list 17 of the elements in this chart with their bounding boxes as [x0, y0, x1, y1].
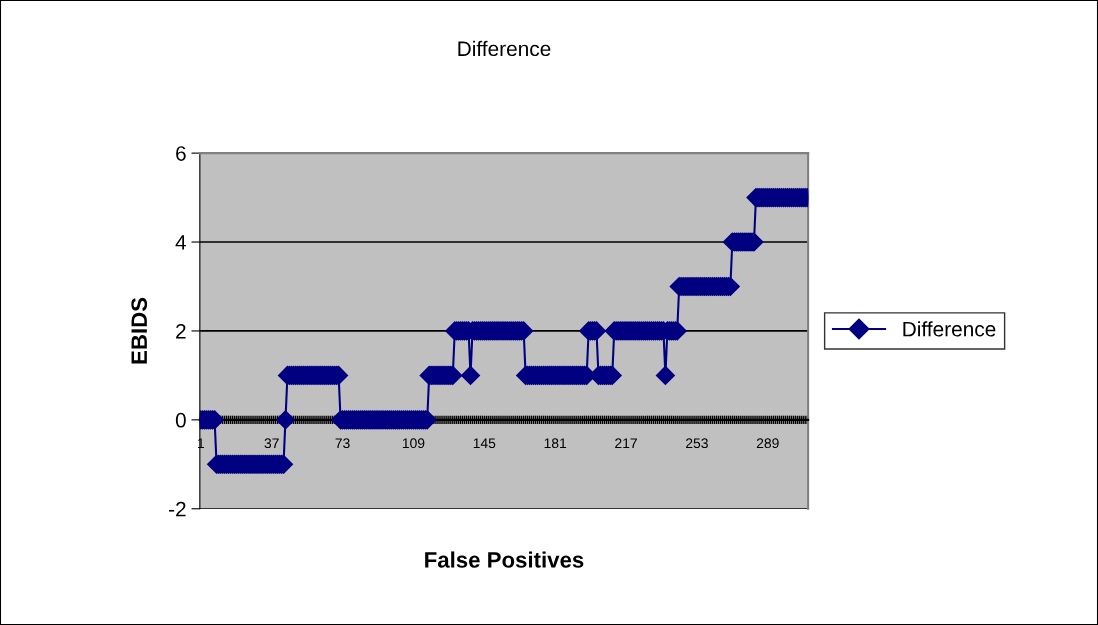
x-tick-label: 37: [264, 438, 279, 449]
x-tick-label: 289: [756, 438, 779, 449]
legend-label: Difference: [903, 321, 996, 337]
x-tick-label: 109: [402, 438, 425, 449]
x-tick-label: 73: [335, 438, 350, 449]
x-tick-label: 217: [615, 438, 637, 448]
x-tick-label: 145: [473, 438, 496, 449]
y-tick-label: -2: [169, 501, 186, 517]
x-axis-title: False Positives: [425, 551, 584, 568]
x-tick-label: 181: [544, 438, 567, 449]
y-tick-label: 4: [175, 235, 187, 250]
x-tick-label: 253: [686, 438, 708, 449]
y-tick-label: 6: [176, 146, 186, 161]
y-tick-label: 0: [175, 412, 186, 428]
chart-title: Difference: [458, 40, 551, 57]
y-tick-label: 2: [176, 323, 186, 339]
y-axis-title: EBIDS: [131, 297, 148, 364]
